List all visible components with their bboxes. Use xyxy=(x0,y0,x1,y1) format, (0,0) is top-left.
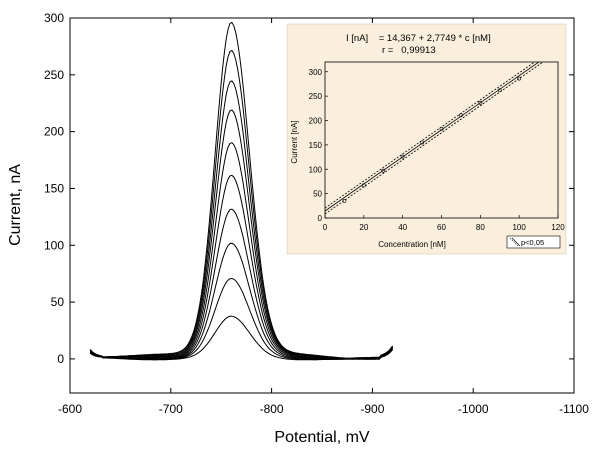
main-plot-frame xyxy=(69,17,575,394)
voltammogram-curve xyxy=(89,315,394,361)
inset-y-tick-label: 250 xyxy=(309,92,323,101)
main-x-tick-label: -1100 xyxy=(559,402,589,416)
inset-y-axis-label: Current [nA] xyxy=(290,120,299,163)
inset-y-tick-label: 150 xyxy=(309,141,323,150)
inset-legend-line xyxy=(509,237,519,247)
inset-background xyxy=(286,23,567,255)
inset-data-point xyxy=(420,140,424,145)
inset-x-tick-label: 60 xyxy=(437,223,446,232)
inset-x-tick-label: 120 xyxy=(551,223,565,232)
main-y-axis-label: Current, nA xyxy=(7,164,24,246)
inset-y-tick-label: 100 xyxy=(309,165,323,174)
main-y-tick-label: 100 xyxy=(44,238,64,252)
inset-data-point xyxy=(459,113,463,118)
voltammogram-curve xyxy=(89,21,393,360)
inset-x-axis-label: Concentration [nM] xyxy=(378,240,446,249)
main-y-tick-label: 150 xyxy=(44,181,64,195)
main-curves xyxy=(89,21,394,361)
inset-data-point xyxy=(439,126,444,131)
main-x-ticks: -600 -700 -800 -900 -1000 -1100 xyxy=(58,18,589,416)
inset-data-point xyxy=(342,199,347,203)
main-y-tick-label: 250 xyxy=(44,68,64,82)
inset-x-tick-label: 0 xyxy=(323,223,328,232)
inset-equation: I [nA] = 14,367 + 2,7749 * c [nM] xyxy=(346,33,491,44)
inset-points xyxy=(342,76,522,203)
main-x-tick-label: -700 xyxy=(159,402,183,416)
inset-x-tick-label: 100 xyxy=(512,223,526,232)
main-x-tick-label: -600 xyxy=(58,402,82,416)
inset-legend: p<0,05 xyxy=(506,235,561,249)
inset-data-point xyxy=(400,154,405,159)
inset-r-value: r = 0,99913 xyxy=(382,45,436,56)
inset-y-tick-label: 0 xyxy=(318,214,323,223)
voltammogram-curve xyxy=(89,242,394,360)
inset-legend-label: p<0,05 xyxy=(521,238,544,247)
main-x-tick-label: -800 xyxy=(260,402,284,416)
inset-x-ticks: 0 20 40 60 80 100 120 xyxy=(323,215,565,232)
inset-legend-line-2 xyxy=(511,237,521,247)
voltammogram-curve xyxy=(89,277,393,361)
main-y-tick-label: 300 xyxy=(44,11,64,25)
inset-data-point xyxy=(517,76,522,81)
inset-x-tick-label: 40 xyxy=(398,223,407,232)
inset-x-tick-label: 80 xyxy=(476,223,485,232)
inset-data-point xyxy=(361,183,366,188)
inset-chart: I [nA] = 14,367 + 2,7749 * c [nM] r = 0,… xyxy=(286,23,567,255)
inset-x-tick-label: 20 xyxy=(359,223,368,232)
inset-y-tick-label: 300 xyxy=(309,68,323,77)
main-y-tick-label: 0 xyxy=(57,352,64,366)
main-x-axis-label: Potential, mV xyxy=(274,429,369,446)
inset-y-tick-label: 50 xyxy=(313,190,322,199)
main-x-tick-label: -1000 xyxy=(458,402,489,416)
main-y-tick-label: 50 xyxy=(51,295,65,309)
inset-data-point xyxy=(478,101,483,105)
inset-y-tick-label: 200 xyxy=(309,117,323,126)
inset-legend-box xyxy=(506,235,561,249)
inset-y-ticks: 0 50 100 150 200 250 300 xyxy=(309,68,328,223)
main-x-tick-label: -900 xyxy=(360,402,384,416)
inset-data-point xyxy=(381,168,386,173)
inset-data-point xyxy=(497,88,502,93)
main-y-tick-label: 200 xyxy=(44,125,64,139)
